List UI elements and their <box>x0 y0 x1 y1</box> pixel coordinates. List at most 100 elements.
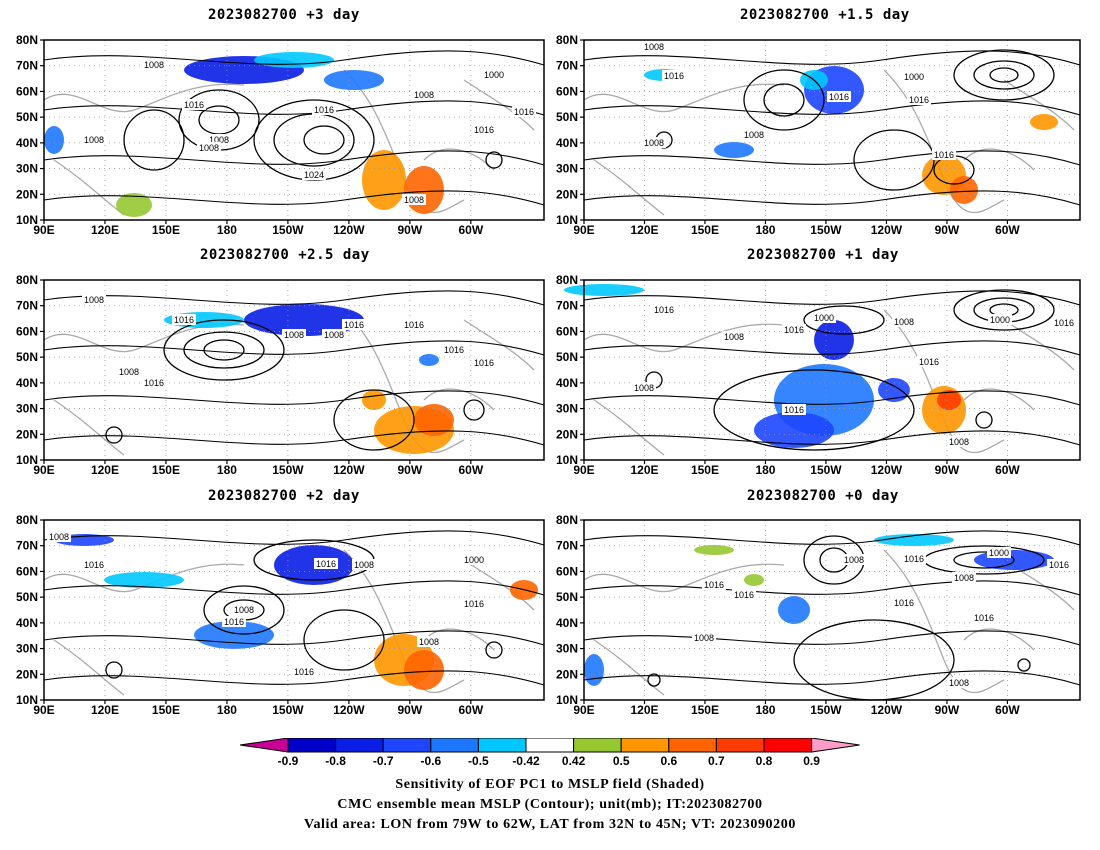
lat-tick-label: 10N <box>16 693 38 707</box>
sensitivity-shading <box>754 412 834 448</box>
lat-tick-label: 60N <box>16 324 38 338</box>
contour-label: 1000 <box>987 547 1011 558</box>
lon-tick-label: 150E <box>152 703 180 717</box>
isobar-contour <box>583 100 1081 116</box>
panel-title: 2023082700 +2 day <box>208 488 360 504</box>
lat-tick-label: 70N <box>16 299 38 313</box>
map-plus1.5: 1008 1016 1008 1000 1016 1016 1008 1016 80N 70N 60… <box>556 33 1081 237</box>
panel-title: 2023082700 +1 day <box>747 247 899 263</box>
lat-tick-label: 70N <box>16 59 38 73</box>
contour-label: 1008 <box>842 554 866 565</box>
isobar-contour <box>105 661 123 679</box>
lon-tick-label: 150W <box>272 703 304 717</box>
lat-tick-label: 50N <box>16 350 38 364</box>
sensitivity-shading <box>874 534 954 546</box>
contour-label-text: 1008 <box>644 138 664 148</box>
lon-tick-label: 120W <box>871 223 903 237</box>
lon-tick-label: 90E <box>573 463 594 477</box>
isobar-contour <box>975 411 993 429</box>
contour-label-text: 1008 <box>634 383 654 393</box>
lat-tick-label: 70N <box>556 539 578 553</box>
colorbar-segment <box>573 738 622 753</box>
isobar-contour <box>43 630 545 646</box>
contour-label: 1016 <box>472 357 496 368</box>
contour-label: 1008 <box>642 41 666 52</box>
sensitivity-shading <box>116 193 152 217</box>
lon-tick-label: 150W <box>272 223 304 237</box>
lat-tick-label: 50N <box>16 110 38 124</box>
contour-label: 1008 <box>632 382 656 393</box>
colorbar-label: 0.8 <box>756 754 773 768</box>
lat-tick-label: 30N <box>16 642 38 656</box>
footer-line-3: Valid area: LON from 79W to 62W, LAT fro… <box>304 817 796 832</box>
lat-tick-label: 40N <box>556 136 578 150</box>
map-frame <box>583 39 1081 221</box>
lat-tick-label: 10N <box>16 213 38 227</box>
sensitivity-shading <box>419 354 439 366</box>
lon-tick-label: 180 <box>755 223 775 237</box>
contour-label: 1008 <box>82 134 106 145</box>
isobar-contour <box>973 60 1035 90</box>
lat-tick-label: 30N <box>556 402 578 416</box>
isobar-contour <box>43 530 545 546</box>
colorbar-segment <box>668 738 717 753</box>
contour-label: 1016 <box>972 612 996 623</box>
contour-label-text: 1016 <box>224 617 244 627</box>
isobar-contour <box>43 580 545 596</box>
isobar-contour <box>485 151 503 169</box>
lat-tick-label: 50N <box>556 590 578 604</box>
contour-label-text: 1008 <box>414 90 434 100</box>
lon-tick-label: 120E <box>630 703 658 717</box>
lat-tick-label: 80N <box>16 273 38 287</box>
sensitivity-shading <box>878 378 910 402</box>
coastline <box>583 549 1075 696</box>
sensitivity-shading <box>778 596 810 624</box>
sensitivity-shading <box>104 572 184 588</box>
contour-label-text: 1008 <box>724 332 744 342</box>
contour-label-text: 1016 <box>294 667 314 677</box>
contour-label: 1016 <box>312 104 336 115</box>
lat-tick-label: 10N <box>556 453 578 467</box>
isobar-contour <box>43 290 545 306</box>
contour-label: 1016 <box>782 324 806 335</box>
lat-tick-label: 60N <box>556 564 578 578</box>
isobar-contour <box>43 430 545 446</box>
contour-label: 1016 <box>702 579 726 590</box>
sensitivity-shading <box>362 150 406 210</box>
contour-label: 1016 <box>662 70 686 81</box>
contour-label-text: 1008 <box>199 143 219 153</box>
map-plus2.5: 1008101610081016101610081008101610161016… <box>16 273 545 477</box>
contour-label-text: 1000 <box>464 555 484 565</box>
isobar-contour <box>583 190 1081 206</box>
lon-tick-label: 90E <box>573 223 594 237</box>
lon-tick-label: 90E <box>573 703 594 717</box>
lon-tick-label: 90W <box>398 223 423 237</box>
isobar-contour <box>583 430 1081 446</box>
contour-label-text: 1016 <box>474 358 494 368</box>
colorbar-segment <box>287 738 337 753</box>
contour-label-text: 1008 <box>419 637 439 647</box>
contour-label-text: 1016 <box>664 71 684 81</box>
isobar-contour <box>803 305 885 335</box>
sensitivity-shading <box>244 304 364 336</box>
lat-tick-label: 80N <box>16 513 38 527</box>
contour-label-text: 1000 <box>904 72 924 82</box>
lon-tick-label: 120W <box>333 463 365 477</box>
colorbar-label: -0.9 <box>278 754 299 768</box>
contour-label-text: 1016 <box>1049 560 1069 570</box>
isobar-contour <box>105 426 123 444</box>
isobar-contour <box>583 670 1081 686</box>
contour-label-text: 1016 <box>84 560 104 570</box>
isobar-contour <box>333 389 415 451</box>
contour-label: 1000 <box>462 554 486 565</box>
contour-label-text: 1008 <box>119 367 139 377</box>
map-plus0: 1016 1008 1016 1000 1008 1016 1016 1008 1016 1016… <box>556 513 1081 717</box>
panel-title: 2023082700 +3 day <box>208 7 360 23</box>
colorbar-segment <box>763 738 813 753</box>
lon-tick-label: 120E <box>91 463 119 477</box>
contour-label: 1008 <box>197 142 221 153</box>
contour-label-text: 1000 <box>989 548 1009 558</box>
colorbar-label: 0.7 <box>708 754 725 768</box>
lon-tick-label: 150E <box>691 703 719 717</box>
contour-label: 1016 <box>892 597 916 608</box>
